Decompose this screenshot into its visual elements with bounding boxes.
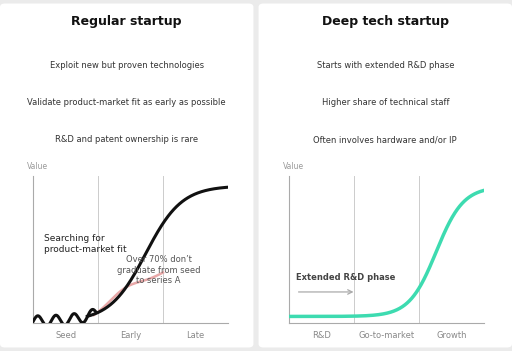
Text: Starts with extended R&D phase: Starts with extended R&D phase bbox=[316, 61, 454, 70]
Text: Regular startup: Regular startup bbox=[72, 15, 182, 28]
Text: Searching for
product-market fit: Searching for product-market fit bbox=[44, 234, 126, 254]
Text: Often involves hardware and/or IP: Often involves hardware and/or IP bbox=[313, 135, 457, 144]
Text: Value: Value bbox=[283, 162, 304, 171]
Text: Deep tech startup: Deep tech startup bbox=[322, 15, 449, 28]
Text: Exploit new but proven technologies: Exploit new but proven technologies bbox=[50, 61, 204, 70]
Text: Value: Value bbox=[27, 162, 48, 171]
Text: Over 70% don’t
graduate from seed
to series A: Over 70% don’t graduate from seed to ser… bbox=[117, 255, 200, 285]
Text: Validate product-market fit as early as possible: Validate product-market fit as early as … bbox=[28, 98, 226, 107]
Text: Extended R&D phase: Extended R&D phase bbox=[296, 273, 395, 282]
Text: Higher share of technical staff: Higher share of technical staff bbox=[322, 98, 449, 107]
Text: R&D and patent ownership is rare: R&D and patent ownership is rare bbox=[55, 135, 198, 144]
